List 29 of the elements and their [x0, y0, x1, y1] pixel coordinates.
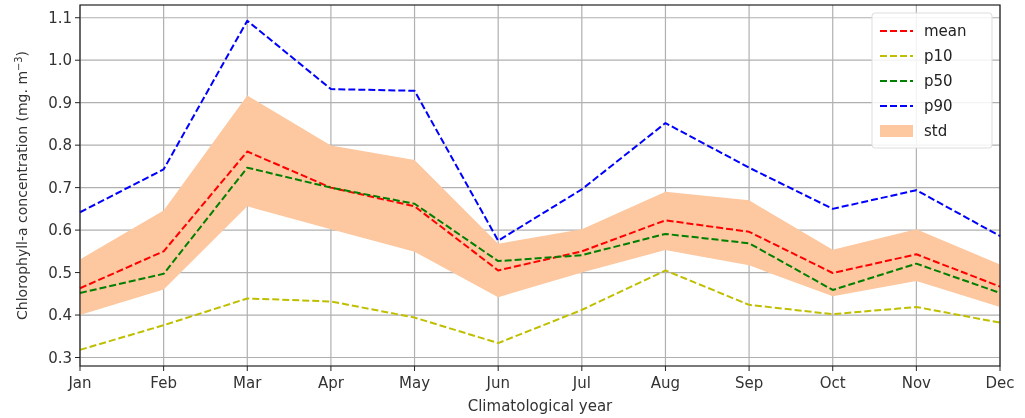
- legend-label: std: [924, 122, 948, 141]
- x-tick-label: May: [399, 374, 431, 392]
- y-tick-label: 0.6: [48, 221, 72, 240]
- legend-label: p90: [924, 97, 953, 116]
- x-tick-label: Oct: [819, 374, 846, 392]
- line-series: [79, 19, 1001, 242]
- x-tick-label: Nov: [901, 374, 932, 392]
- x-tick-label: Jun: [485, 374, 510, 392]
- x-tick-label: Aug: [650, 374, 681, 392]
- legend-label: p10: [924, 47, 953, 66]
- x-tick-label: Mar: [233, 374, 263, 392]
- y-tick-label: 1.1: [48, 8, 72, 27]
- x-axis-title: Climatological year: [467, 397, 614, 415]
- x-tick-label: Apr: [317, 374, 345, 392]
- x-tick-label: Feb: [150, 374, 177, 392]
- line-series: [79, 269, 1001, 351]
- y-tick-label: 0.4: [48, 306, 72, 325]
- y-tick-label: 1.0: [48, 51, 72, 70]
- y-tick-label: 0.3: [48, 348, 72, 367]
- legend-label: mean: [924, 22, 967, 41]
- y-tick-label: 0.9: [48, 93, 72, 112]
- x-tick-label: Jan: [67, 374, 92, 392]
- y-tick-label: 0.8: [48, 136, 72, 155]
- x-tick-label: Sep: [734, 374, 764, 392]
- y-tick-label: 0.7: [48, 178, 72, 197]
- x-tick-label: Jul: [571, 374, 591, 392]
- legend-label: p50: [924, 72, 953, 91]
- x-tick-label: Dec: [985, 374, 1015, 392]
- y-tick-label: 0.5: [48, 263, 72, 282]
